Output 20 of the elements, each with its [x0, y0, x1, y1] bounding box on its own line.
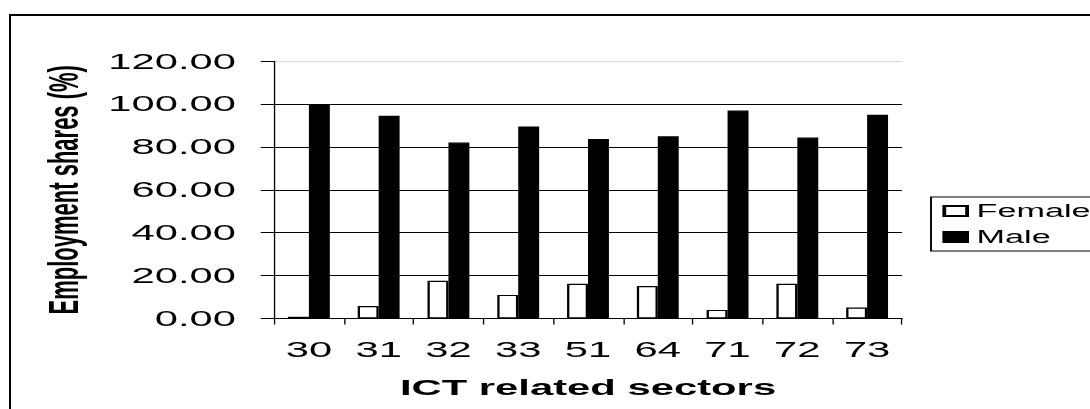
x-tick-label: 33	[494, 337, 542, 362]
x-tick-label: 72	[774, 337, 821, 362]
y-axis-title: Employment shares (%)	[39, 65, 87, 315]
x-tick-label: 51	[564, 337, 612, 362]
x-tick-label: 71	[704, 337, 751, 362]
x-tick-label: 31	[355, 337, 402, 362]
y-tick-label: 40.00	[131, 220, 236, 245]
y-tick-label: 60.00	[131, 177, 236, 202]
x-axis-title: ICT related sectors	[399, 375, 777, 400]
y-tick-label: 80.00	[131, 134, 236, 160]
x-tick-label: 73	[843, 337, 891, 362]
y-tick-label: 0.00	[154, 306, 236, 331]
legend-label: Female	[976, 200, 1090, 222]
y-tick-label: 120.00	[108, 48, 236, 74]
y-tick-label: 100.00	[108, 91, 236, 117]
y-tick-label: 20.00	[131, 263, 236, 288]
x-tick-label: 30	[285, 337, 333, 362]
x-tick-label: 32	[425, 337, 472, 362]
x-tick-label: 64	[634, 337, 682, 362]
legend-label: Male	[976, 226, 1051, 248]
